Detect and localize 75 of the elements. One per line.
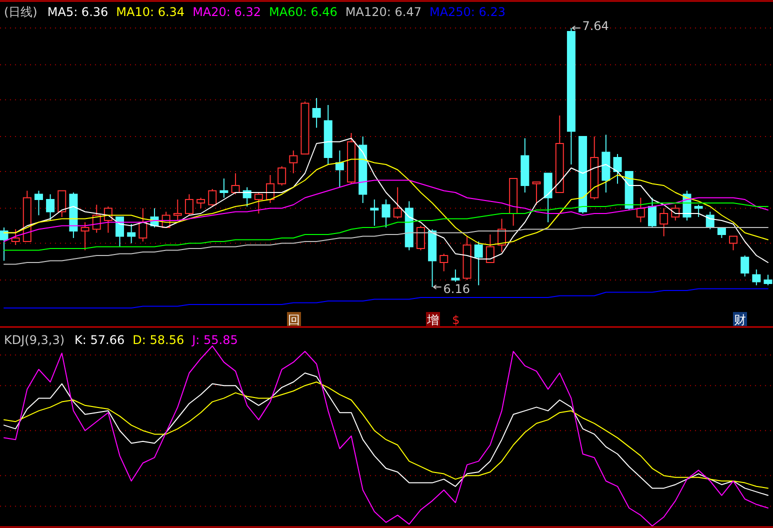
candlestick bbox=[451, 269, 460, 282]
candlestick bbox=[300, 101, 310, 154]
candlestick bbox=[184, 194, 194, 216]
candlestick bbox=[11, 228, 20, 246]
candlestick bbox=[278, 166, 286, 186]
chart-title: (日线) bbox=[4, 5, 38, 19]
candlestick bbox=[752, 269, 761, 286]
candlestick bbox=[462, 236, 472, 280]
candlestick bbox=[648, 197, 656, 228]
candlestick bbox=[694, 204, 703, 218]
text: 财 bbox=[734, 313, 746, 327]
candlestick bbox=[196, 197, 206, 209]
candlestick bbox=[566, 28, 576, 165]
candlestick bbox=[474, 241, 483, 286]
candlestick bbox=[173, 199, 182, 221]
candlestick bbox=[440, 253, 448, 272]
candlestick bbox=[520, 138, 530, 193]
chart-title: KDJ(9,3,3) bbox=[4, 333, 65, 347]
annotation: 7.64 bbox=[582, 19, 609, 33]
candlestick bbox=[764, 274, 772, 286]
candlestick bbox=[544, 172, 552, 223]
candlestick bbox=[729, 236, 738, 251]
candlestick bbox=[578, 136, 588, 214]
candlestick bbox=[602, 134, 610, 193]
candlestick bbox=[532, 182, 541, 206]
text: $ bbox=[452, 313, 460, 327]
series-label: J: 55.85 bbox=[191, 333, 238, 347]
text: 增 bbox=[426, 313, 439, 327]
candlestick bbox=[266, 174, 274, 204]
candlestick bbox=[428, 228, 437, 288]
candlestick bbox=[590, 136, 599, 200]
text: MA10: 6.34 bbox=[116, 5, 185, 19]
text: K: 57.66 bbox=[74, 333, 125, 347]
candlestick bbox=[324, 104, 332, 165]
candlestick bbox=[22, 190, 32, 242]
text: MA5: 6.36 bbox=[47, 5, 108, 19]
text: 回 bbox=[288, 313, 300, 327]
candlestick bbox=[416, 225, 425, 251]
candlestick bbox=[555, 115, 564, 193]
candlestick bbox=[613, 154, 622, 184]
text: D: 58.56 bbox=[132, 333, 184, 347]
candlestick bbox=[624, 171, 634, 210]
candlestick bbox=[347, 132, 356, 184]
candlestick bbox=[486, 234, 494, 263]
candlestick bbox=[69, 192, 78, 238]
candlestick bbox=[208, 188, 217, 207]
text: MA60: 6.46 bbox=[269, 5, 338, 19]
candlestick bbox=[289, 150, 298, 174]
candlestick bbox=[254, 192, 263, 214]
candlestick bbox=[46, 194, 55, 221]
candlestick bbox=[127, 224, 136, 244]
candlestick bbox=[80, 222, 90, 251]
candlestick bbox=[509, 178, 518, 226]
candlestick bbox=[231, 172, 240, 195]
candlestick bbox=[34, 190, 43, 216]
candlestick bbox=[138, 208, 148, 242]
text: MA250: 6.23 bbox=[429, 5, 506, 19]
candlestick bbox=[370, 199, 379, 226]
candlestick bbox=[0, 227, 8, 262]
candlestick bbox=[393, 186, 402, 220]
candlestick bbox=[358, 136, 368, 204]
candlestick bbox=[660, 208, 668, 237]
candlestick bbox=[312, 98, 321, 128]
candlestick bbox=[58, 190, 66, 218]
candlestick bbox=[404, 200, 414, 251]
candlestick bbox=[116, 216, 124, 248]
text: MA20: 6.32 bbox=[192, 5, 261, 19]
text: MA120: 6.47 bbox=[345, 5, 422, 19]
candlestick bbox=[220, 178, 228, 198]
candlestick bbox=[335, 150, 344, 188]
candlestick bbox=[740, 255, 750, 277]
candlestick bbox=[636, 197, 645, 223]
candlestick bbox=[382, 199, 390, 228]
candlestick bbox=[717, 227, 726, 238]
annotation: 6.16 bbox=[443, 282, 470, 296]
